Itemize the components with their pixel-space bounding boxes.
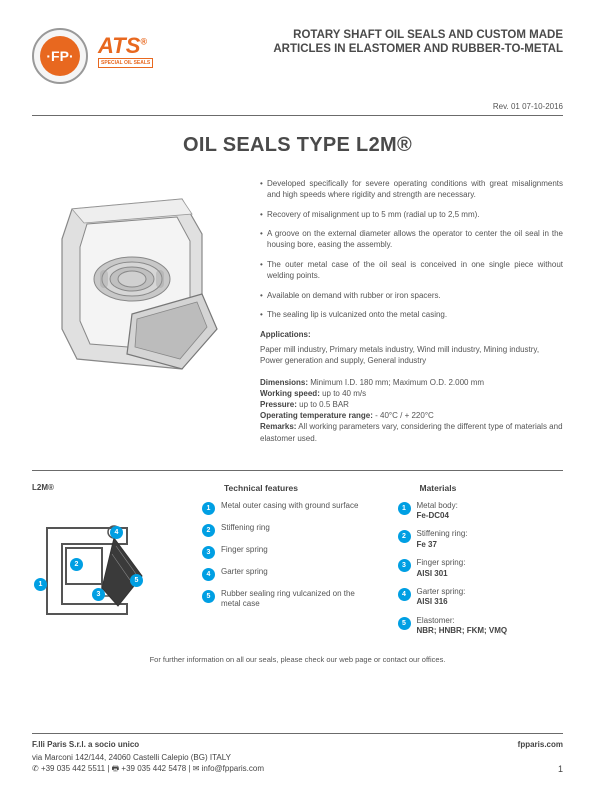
number-badge: 4	[398, 588, 411, 601]
page-title: OIL SEALS TYPE L2M®	[32, 134, 563, 157]
bullet-item: Available on demand with rubber or iron …	[260, 291, 563, 302]
material-row: 3 Finger spring:AISI 301	[398, 558, 564, 579]
spec-label: Dimensions:	[260, 378, 308, 387]
diagram-column: L2M® 1 2 3 4 5	[32, 483, 182, 645]
diagram-callout-badge: 5	[130, 574, 143, 587]
diagram-callout-badge: 3	[92, 588, 105, 601]
ats-logo: ATS® SPECIAL OIL SEALS	[98, 36, 153, 68]
fp-logo-text: ·FP·	[40, 36, 80, 76]
spec-value: All working parameters vary, considering…	[260, 422, 563, 442]
feature-row: 3 Finger spring	[202, 545, 368, 559]
material-text: Finger spring:AISI 301	[417, 558, 466, 579]
spec-label: Working speed:	[260, 389, 320, 398]
number-badge: 1	[202, 502, 215, 515]
footer-company: F.lli Paris S.r.l. a socio unico	[32, 740, 139, 749]
footer-contacts: ✆ +39 035 442 5511 | 🖶 +39 035 442 5478 …	[32, 763, 563, 774]
material-text: Stiffening ring:Fe 37	[417, 529, 468, 550]
revision-text: Rev. 01 07-10-2016	[32, 102, 563, 111]
feature-row: 4 Garter spring	[202, 567, 368, 581]
feature-text: Finger spring	[221, 545, 268, 555]
tech-section: L2M® 12345 Technical featu	[32, 483, 563, 645]
bullet-item: Developed specifically for severe operat…	[260, 179, 563, 201]
spec-label: Pressure:	[260, 400, 297, 409]
number-badge: 2	[398, 530, 411, 543]
spec-label: Operating temperature range:	[260, 411, 373, 420]
bullet-item: The sealing lip is vulcanized onto the m…	[260, 310, 563, 321]
spec-value: up to 0.5 BAR	[297, 400, 349, 409]
number-badge: 5	[398, 617, 411, 630]
header-title-line2: ARTICLES IN ELASTOMER AND RUBBER-TO-META…	[273, 42, 563, 56]
applications-text: Paper mill industry, Primary metals indu…	[260, 345, 563, 367]
number-badge: 4	[202, 568, 215, 581]
ats-logo-text: ATS®	[98, 36, 153, 56]
feature-text: Garter spring	[221, 567, 268, 577]
print-icon: 🖶	[112, 764, 122, 773]
footer-phone: +39 035 442 5511	[41, 764, 105, 773]
number-badge: 3	[398, 559, 411, 572]
number-badge: 2	[202, 524, 215, 537]
page-number: 1	[558, 764, 563, 774]
footer-address: via Marconi 142/144, 24060 Castelli Cale…	[32, 752, 563, 763]
footnote-text: For further information on all our seals…	[32, 655, 563, 664]
number-badge: 1	[398, 502, 411, 515]
bullet-list: Developed specifically for severe operat…	[260, 179, 563, 444]
material-text: Metal body:Fe-DC04	[417, 501, 458, 522]
diagram-label: L2M®	[32, 483, 182, 492]
mail-icon: ✉	[193, 764, 202, 773]
cross-section-diagram: 1 2 3 4 5	[32, 496, 182, 616]
bullet-item: The outer metal case of the oil seal is …	[260, 260, 563, 282]
specs-block: Dimensions: Minimum I.D. 180 mm; Maximum…	[260, 377, 563, 444]
diagram-callout-badge: 2	[70, 558, 83, 571]
materials-column: Materials 1 Metal body:Fe-DC04 2 Stiffeni…	[398, 483, 564, 645]
number-badge: 3	[202, 546, 215, 559]
number-badge: 5	[202, 590, 215, 603]
features-column: Technical features 1 Metal outer casing …	[202, 483, 368, 645]
spec-value: - 40°C / + 220°C	[373, 411, 434, 420]
material-text: Garter spring:AISI 316	[417, 587, 466, 608]
ats-logo-sub: SPECIAL OIL SEALS	[98, 58, 153, 68]
material-row: 1 Metal body:Fe-DC04	[398, 501, 564, 522]
feature-text: Stiffening ring	[221, 523, 270, 533]
header-title-line1: ROTARY SHAFT OIL SEALS AND CUSTOM MADE	[273, 28, 563, 42]
bullet-item: A groove on the external diameter allows…	[260, 229, 563, 251]
feature-row: 2 Stiffening ring	[202, 523, 368, 537]
footer-fax: +39 035 442 5478	[121, 764, 186, 773]
bullets-ul: Developed specifically for severe operat…	[260, 179, 563, 321]
page-footer: F.lli Paris S.r.l. a socio unico fpparis…	[32, 733, 563, 774]
product-illustration	[32, 179, 242, 444]
header: ·FP· ATS® SPECIAL OIL SEALS ROTARY SHAFT…	[32, 28, 563, 84]
spec-value: Minimum I.D. 180 mm; Maximum O.D. 2.000 …	[308, 378, 484, 387]
diagram-callout-badge: 1	[34, 578, 47, 591]
spec-label: Remarks:	[260, 422, 296, 431]
footer-email: info@fpparis.com	[202, 764, 264, 773]
header-rule	[32, 115, 563, 116]
materials-heading: Materials	[420, 483, 564, 493]
applications-label: Applications:	[260, 330, 563, 341]
bullet-item: Recovery of misalignment up to 5 mm (rad…	[260, 210, 563, 221]
feature-columns: Technical features 1 Metal outer casing …	[202, 483, 563, 645]
material-row: 5 Elastomer:NBR; HNBR; FKM; VMQ	[398, 616, 564, 637]
header-title: ROTARY SHAFT OIL SEALS AND CUSTOM MADE A…	[273, 28, 563, 57]
footer-address-block: via Marconi 142/144, 24060 Castelli Cale…	[32, 752, 563, 774]
intro-section: Developed specifically for severe operat…	[32, 179, 563, 444]
material-row: 2 Stiffening ring:Fe 37	[398, 529, 564, 550]
material-row: 4 Garter spring:AISI 316	[398, 587, 564, 608]
feature-text: Rubber sealing ring vulcanized on the me…	[221, 589, 368, 610]
features-heading: Technical features	[224, 483, 368, 493]
phone-icon: ✆	[32, 764, 41, 773]
footer-web: fpparis.com	[518, 740, 563, 749]
feature-row: 5 Rubber sealing ring vulcanized on the …	[202, 589, 368, 610]
diagram-callout-badge: 4	[110, 526, 123, 539]
feature-row: 1 Metal outer casing with ground surface	[202, 501, 368, 515]
section-rule	[32, 470, 563, 471]
fp-logo: ·FP·	[32, 28, 88, 84]
feature-text: Metal outer casing with ground surface	[221, 501, 358, 511]
footer-rule	[32, 733, 563, 734]
material-text: Elastomer:NBR; HNBR; FKM; VMQ	[417, 616, 508, 637]
spec-value: up to 40 m/s	[320, 389, 366, 398]
